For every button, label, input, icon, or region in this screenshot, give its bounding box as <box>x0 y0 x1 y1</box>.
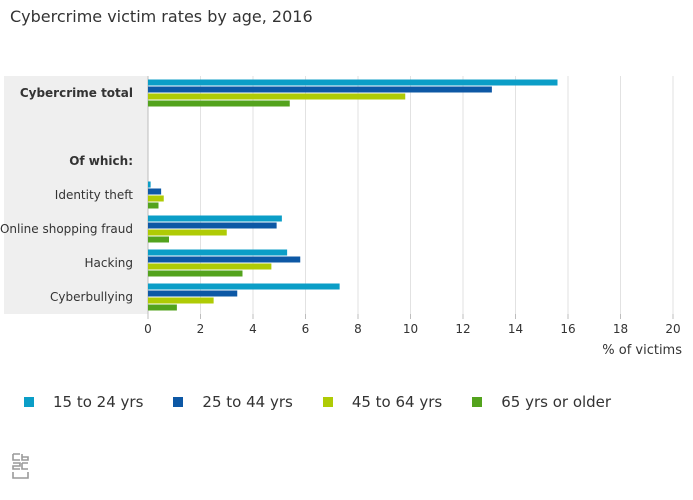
x-tick-label: 4 <box>249 322 257 336</box>
bar <box>148 249 288 256</box>
legend-item: 25 to 44 yrs <box>173 393 293 411</box>
chart-legend: 15 to 24 yrs 25 to 44 yrs 45 to 64 yrs 65 y… <box>24 392 641 412</box>
bar <box>148 297 214 304</box>
legend-item: 65 yrs or older <box>472 393 611 411</box>
legend-label: 45 to 64 yrs <box>351 393 443 411</box>
bar <box>148 229 227 236</box>
category-label: Identity theft <box>55 188 134 202</box>
legend-label: 15 to 24 yrs <box>53 393 144 411</box>
x-tick-label: 2 <box>197 322 205 336</box>
cbs-logo-icon <box>12 453 29 479</box>
x-tick-label: 0 <box>144 322 152 336</box>
bar <box>148 263 272 270</box>
bar <box>148 304 177 311</box>
legend-label: 25 to 44 yrs <box>202 393 293 411</box>
chart-title: Cybercrime victim rates by age, 2016 <box>10 7 313 26</box>
legend-item: 45 to 64 yrs <box>322 393 443 411</box>
bar <box>148 202 159 209</box>
x-tick-label: 18 <box>613 322 628 336</box>
x-tick-label: 6 <box>302 322 310 336</box>
category-label-band <box>4 76 148 314</box>
bar <box>148 100 290 107</box>
bar <box>148 215 282 222</box>
legend-swatch <box>173 397 184 407</box>
x-tick-label: 10 <box>403 322 418 336</box>
bar <box>148 93 406 100</box>
bar <box>148 256 301 263</box>
x-axis-title: % of victims <box>602 343 682 358</box>
bar <box>148 188 162 195</box>
bar <box>148 283 340 290</box>
legend-swatch <box>472 397 483 407</box>
x-tick-label: 8 <box>354 322 362 336</box>
category-label: Online shopping fraud <box>0 222 133 236</box>
legend-label: 65 yrs or older <box>501 393 612 411</box>
bar <box>148 222 277 229</box>
legend-swatch <box>322 397 333 407</box>
bar <box>148 290 238 297</box>
bar <box>148 270 243 277</box>
x-tick-label: 20 <box>665 322 680 336</box>
bar <box>148 195 164 202</box>
category-label: Of which: <box>69 154 133 168</box>
bar <box>148 86 492 93</box>
bar <box>148 181 151 188</box>
x-tick-label: 14 <box>508 322 523 336</box>
legend-item: 15 to 24 yrs <box>24 393 143 411</box>
x-tick-label: 12 <box>455 322 470 336</box>
x-tick-label: 16 <box>560 322 575 336</box>
bar <box>148 79 558 86</box>
bar <box>148 236 169 243</box>
category-label: Hacking <box>85 256 133 270</box>
category-label: Cybercrime total <box>20 86 133 100</box>
category-label: Cyberbullying <box>50 290 133 304</box>
legend-swatch <box>24 397 34 407</box>
bar-chart: Cybercrime total Of which: Identity theft O… <box>0 76 682 358</box>
